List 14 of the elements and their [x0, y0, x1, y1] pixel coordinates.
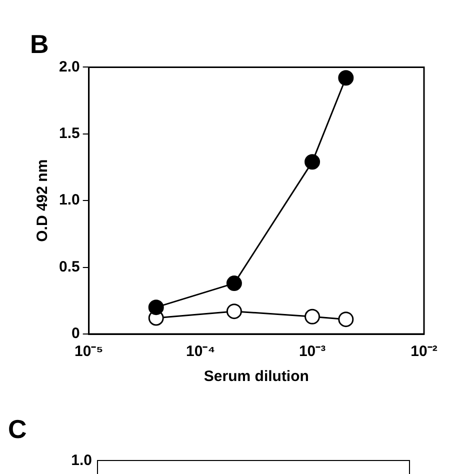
x-tick-label: 10⁻⁵: [74, 343, 104, 360]
y-tick-label: 1.5: [58, 125, 80, 142]
chart-title: B: [30, 28, 49, 59]
y-tick-label: 0.5: [58, 258, 80, 276]
text: C: [8, 414, 27, 445]
y-axis-title: O.D 492 nm: [34, 159, 52, 242]
y-tick-label: 2.0: [58, 58, 80, 76]
x-tick-label: 10⁻³: [298, 343, 326, 360]
y-tick-label: 1.0: [58, 192, 80, 209]
x-tick-label: 10⁻²: [410, 343, 438, 360]
x-tick-label: 10⁻⁴: [186, 343, 216, 360]
text: 1.0: [70, 452, 92, 469]
y-tick-label: 0: [72, 325, 80, 342]
x-axis-title: Serum dilution: [204, 368, 309, 386]
